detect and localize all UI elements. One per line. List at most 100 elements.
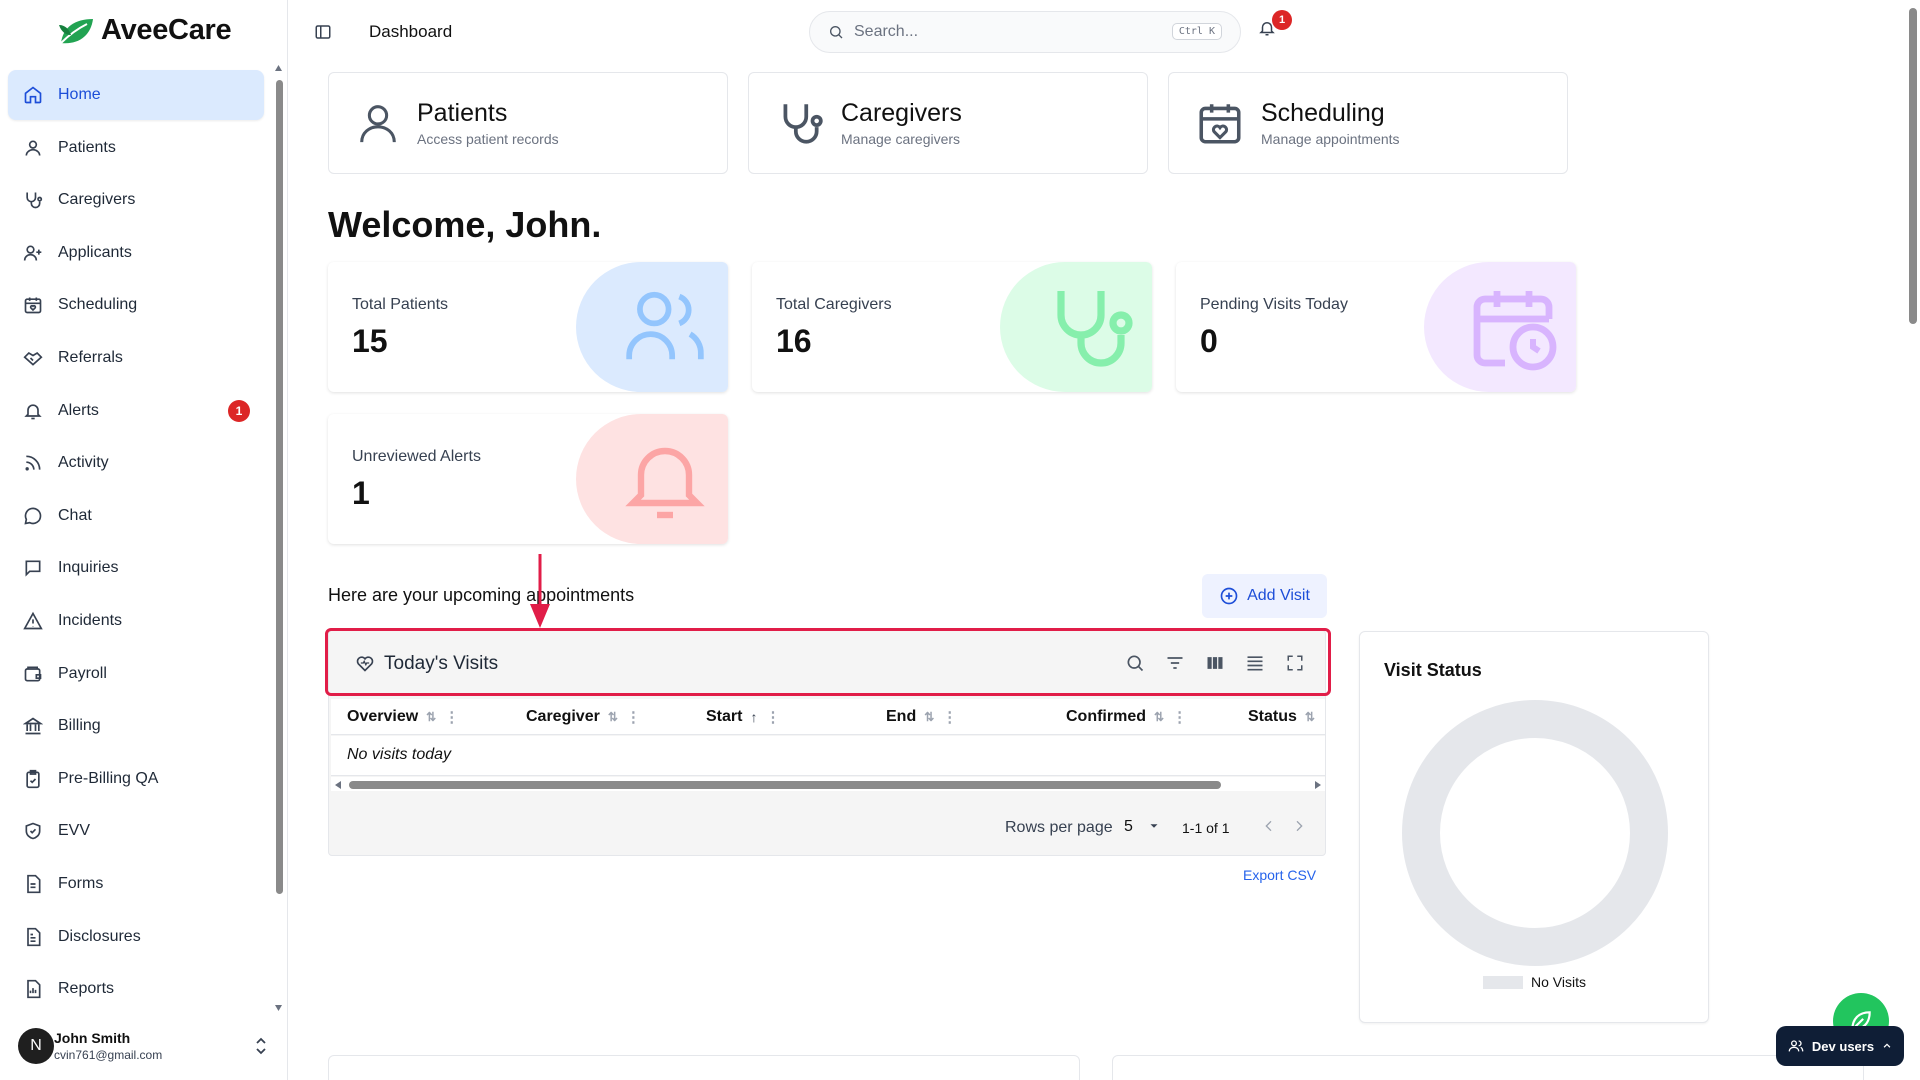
- sidebar-toggle-icon[interactable]: [314, 23, 332, 41]
- notification-badge: 1: [1272, 10, 1292, 30]
- sidebar-item-pre-billing-qa[interactable]: Pre-Billing QA: [8, 754, 264, 804]
- sidebar-item-alerts[interactable]: Alerts 1: [8, 386, 264, 436]
- add-visit-label: Add Visit: [1247, 587, 1310, 604]
- sidebar-item-applicants[interactable]: Applicants: [8, 228, 264, 278]
- column-header-start[interactable]: Start ↑ ⋮: [706, 708, 781, 726]
- table-toolbar: Today's Visits: [329, 631, 1327, 697]
- breadcrumb: Dashboard: [369, 22, 453, 41]
- columns-icon: [1207, 657, 1223, 669]
- sidebar-item-inquiries[interactable]: Inquiries: [8, 543, 264, 593]
- page-scroll-thumb[interactable]: [1909, 8, 1917, 324]
- handshake-icon: [22, 347, 44, 369]
- quick-link-title: Caregivers: [841, 99, 962, 127]
- quick-link-caregivers[interactable]: Caregivers Manage caregivers: [748, 72, 1148, 174]
- user-menu[interactable]: N John Smith cvin761@gmail.com: [18, 1024, 274, 1068]
- avatar: N: [18, 1028, 54, 1064]
- chevron-down-icon[interactable]: [1147, 819, 1161, 833]
- sort-icon[interactable]: ⇅: [1304, 710, 1315, 724]
- column-menu-icon[interactable]: ⋮: [625, 709, 641, 726]
- notifications-button[interactable]: [1258, 18, 1276, 38]
- clipboard-check-icon: [22, 768, 44, 790]
- column-header-status[interactable]: Status ⇅: [1248, 708, 1315, 725]
- dev-users-button[interactable]: Dev users: [1776, 1026, 1904, 1066]
- stat-icon-bg: [1424, 262, 1576, 392]
- document-icon: [22, 926, 44, 948]
- column-header-caregiver[interactable]: Caregiver ⇅ ⋮: [526, 708, 641, 726]
- table-fullscreen-button[interactable]: [1283, 651, 1307, 675]
- column-header-confirmed[interactable]: Confirmed ⇅ ⋮: [1066, 708, 1188, 726]
- sort-icon[interactable]: ⇅: [426, 710, 437, 724]
- column-menu-icon[interactable]: ⋮: [444, 709, 460, 726]
- search-icon: [1127, 655, 1144, 672]
- sort-icon[interactable]: ⇅: [1154, 710, 1165, 724]
- shield-check-icon: [22, 820, 44, 842]
- density-icon: [1247, 656, 1263, 671]
- horizontal-scroll-thumb[interactable]: [349, 781, 1221, 789]
- page-scrollbar[interactable]: [1905, 0, 1920, 1080]
- stat-card-total-caregivers[interactable]: Total Caregivers 16: [752, 262, 1152, 392]
- sidebar-item-referrals[interactable]: Referrals: [8, 333, 264, 383]
- add-visit-button[interactable]: Add Visit: [1202, 574, 1327, 618]
- column-menu-icon[interactable]: ⋮: [1172, 709, 1188, 726]
- fullscreen-icon: [1287, 655, 1303, 671]
- sidebar-item-chat[interactable]: Chat: [8, 491, 264, 541]
- form-icon: [22, 873, 44, 895]
- user-plus-icon: [22, 242, 44, 264]
- stethoscope-icon: [22, 189, 44, 211]
- wallet-icon: [22, 663, 44, 685]
- sidebar-item-label: Incidents: [58, 611, 123, 629]
- stat-card-pending-visits[interactable]: Pending Visits Today 0: [1176, 262, 1576, 392]
- sidebar-item-reports[interactable]: Reports: [8, 964, 264, 1014]
- stat-label: Pending Visits Today: [1200, 296, 1348, 313]
- table-header: Overview ⇅ ⋮ Caregiver ⇅ ⋮ Start ↑ ⋮ End…: [331, 699, 1325, 735]
- sidebar-item-patients[interactable]: Patients: [8, 123, 264, 173]
- column-header-end[interactable]: End ⇅ ⋮: [886, 708, 958, 726]
- calendar-clock-icon: [1473, 291, 1557, 371]
- next-page-icon[interactable]: [1291, 817, 1307, 835]
- column-header-overview[interactable]: Overview ⇅ ⋮: [347, 708, 460, 726]
- quick-link-scheduling[interactable]: Scheduling Manage appointments: [1168, 72, 1568, 174]
- sort-icon[interactable]: ⇅: [607, 710, 618, 724]
- quick-link-title: Patients: [417, 99, 508, 127]
- sort-ascending-icon[interactable]: ↑: [750, 709, 758, 725]
- warning-icon: [22, 610, 44, 632]
- sidebar-item-billing[interactable]: Billing: [8, 701, 264, 751]
- donut-ring: [1402, 700, 1668, 966]
- sidebar-item-label: Caregivers: [58, 191, 136, 209]
- stat-card-unreviewed-alerts[interactable]: Unreviewed Alerts 1: [328, 414, 728, 544]
- column-menu-icon[interactable]: ⋮: [765, 709, 781, 726]
- previous-page-icon[interactable]: [1261, 817, 1277, 835]
- sidebar-item-forms[interactable]: Forms: [8, 859, 264, 909]
- legend-label: No Visits: [1531, 974, 1586, 990]
- search-input[interactable]: Search... Ctrl K: [809, 11, 1241, 53]
- rows-per-page-label: Rows per page: [1005, 819, 1113, 836]
- table-horizontal-scrollbar[interactable]: [331, 777, 1325, 791]
- sidebar-item-disclosures[interactable]: Disclosures: [8, 912, 264, 962]
- column-menu-icon[interactable]: ⋮: [942, 709, 958, 726]
- sidebar-item-evv[interactable]: EVV: [8, 806, 264, 856]
- sidebar-item-scheduling[interactable]: Scheduling: [8, 280, 264, 330]
- sidebar-scroll-thumb[interactable]: [276, 80, 283, 894]
- sort-icon[interactable]: ⇅: [924, 710, 935, 724]
- search-placeholder: Search...: [854, 23, 919, 40]
- sidebar-item-payroll[interactable]: Payroll: [8, 649, 264, 699]
- table-filter-button[interactable]: [1163, 651, 1187, 675]
- sidebar-item-incidents[interactable]: Incidents: [8, 596, 264, 646]
- sidebar-item-activity[interactable]: Activity: [8, 438, 264, 488]
- sidebar-scrollbar[interactable]: [274, 64, 283, 1016]
- scroll-left-icon: [335, 781, 341, 789]
- quick-link-patients[interactable]: Patients Access patient records: [328, 72, 728, 174]
- sidebar-item-home[interactable]: Home: [8, 70, 264, 120]
- quick-link-subtitle: Manage appointments: [1261, 131, 1400, 147]
- rows-per-page-select[interactable]: 5: [1124, 818, 1133, 835]
- table-density-button[interactable]: [1243, 651, 1267, 675]
- stat-card-total-patients[interactable]: Total Patients 15: [328, 262, 728, 392]
- table-columns-button[interactable]: [1203, 651, 1227, 675]
- scroll-up-icon: [275, 65, 282, 71]
- visit-status-donut: [1402, 700, 1668, 966]
- sidebar-item-caregivers[interactable]: Caregivers: [8, 175, 264, 225]
- brand-logo[interactable]: AveeCare: [57, 14, 232, 47]
- table-search-button[interactable]: [1123, 651, 1147, 675]
- bottom-card: [1112, 1055, 1864, 1080]
- export-csv-link[interactable]: Export CSV: [1243, 867, 1317, 883]
